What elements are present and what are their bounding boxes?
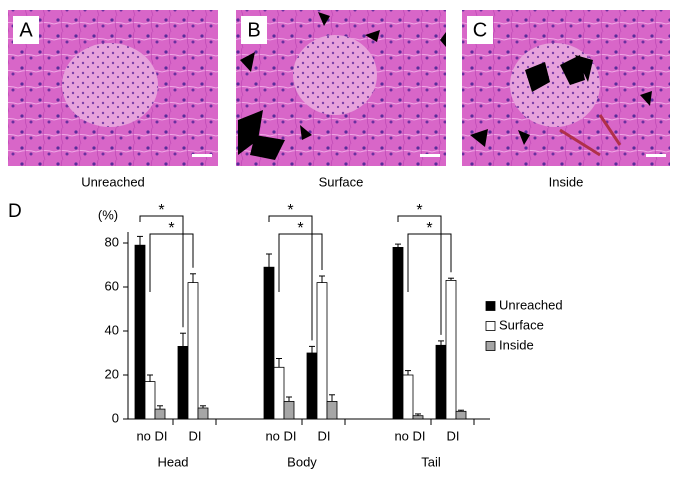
significance-label: * bbox=[287, 202, 293, 219]
x-tick-label: DI bbox=[318, 428, 331, 443]
panel-label: A bbox=[19, 19, 33, 41]
significance-bracket bbox=[139, 215, 184, 328]
bar bbox=[392, 246, 404, 420]
significance-bracket bbox=[149, 233, 194, 292]
bar bbox=[306, 352, 318, 420]
significance-label: * bbox=[426, 220, 432, 237]
panel-label: B bbox=[247, 19, 260, 41]
group-label: Tail bbox=[421, 454, 441, 469]
bar bbox=[283, 400, 295, 420]
panel-b-image bbox=[236, 10, 446, 166]
bar bbox=[445, 279, 457, 420]
bar bbox=[316, 282, 328, 420]
legend-swatch bbox=[485, 301, 496, 311]
significance-label: * bbox=[168, 220, 174, 237]
bar bbox=[402, 374, 414, 420]
bar bbox=[177, 345, 189, 420]
bar bbox=[412, 415, 424, 420]
bar bbox=[435, 344, 447, 420]
panel-a-image bbox=[8, 10, 218, 166]
y-tick-label: 40 bbox=[105, 322, 119, 337]
significance-bracket bbox=[407, 233, 452, 292]
legend-label: Unreached bbox=[499, 297, 563, 312]
panel-label-box bbox=[241, 16, 267, 44]
group-label: Body bbox=[287, 454, 317, 469]
panel-label: D bbox=[8, 201, 22, 222]
panel-label-box bbox=[467, 16, 493, 44]
significance-bracket bbox=[278, 233, 323, 292]
legend-label: Inside bbox=[499, 337, 534, 352]
bar bbox=[263, 266, 275, 420]
bar bbox=[134, 244, 146, 420]
legend-label: Surface bbox=[499, 317, 544, 332]
panel-c-image bbox=[462, 10, 670, 166]
panel-caption: Inside bbox=[549, 174, 584, 189]
significance-bracket bbox=[268, 215, 313, 341]
y-tick-label: 60 bbox=[105, 278, 119, 293]
y-axis-label: (%) bbox=[98, 207, 118, 222]
legend-swatch bbox=[485, 321, 496, 331]
bar bbox=[455, 410, 467, 420]
bar bbox=[273, 366, 285, 420]
significance-label: * bbox=[416, 202, 422, 219]
x-tick-label: no DI bbox=[394, 428, 425, 443]
y-tick-label: 0 bbox=[112, 410, 119, 425]
x-tick-label: DI bbox=[447, 428, 460, 443]
significance-bracket bbox=[397, 215, 442, 335]
x-tick-label: no DI bbox=[136, 428, 167, 443]
significance-label: * bbox=[158, 202, 164, 219]
y-tick-label: 80 bbox=[105, 234, 119, 249]
bar bbox=[144, 381, 156, 420]
bar bbox=[154, 408, 166, 420]
x-tick-label: no DI bbox=[265, 428, 296, 443]
panel-caption: Unreached bbox=[81, 174, 145, 189]
panel-label-box bbox=[13, 16, 39, 44]
bar bbox=[326, 400, 338, 420]
y-tick-label: 20 bbox=[105, 366, 119, 381]
group-label: Head bbox=[157, 454, 188, 469]
x-tick-label: DI bbox=[189, 428, 202, 443]
significance-label: * bbox=[297, 220, 303, 237]
legend-swatch bbox=[485, 341, 496, 351]
bar bbox=[197, 407, 209, 420]
bar bbox=[187, 282, 199, 420]
panel-label: C bbox=[473, 19, 487, 41]
panel-caption: Surface bbox=[319, 174, 364, 189]
